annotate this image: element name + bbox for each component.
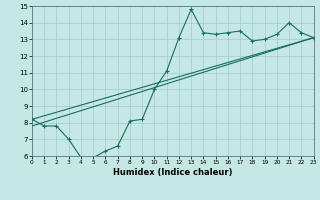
X-axis label: Humidex (Indice chaleur): Humidex (Indice chaleur) xyxy=(113,168,233,177)
